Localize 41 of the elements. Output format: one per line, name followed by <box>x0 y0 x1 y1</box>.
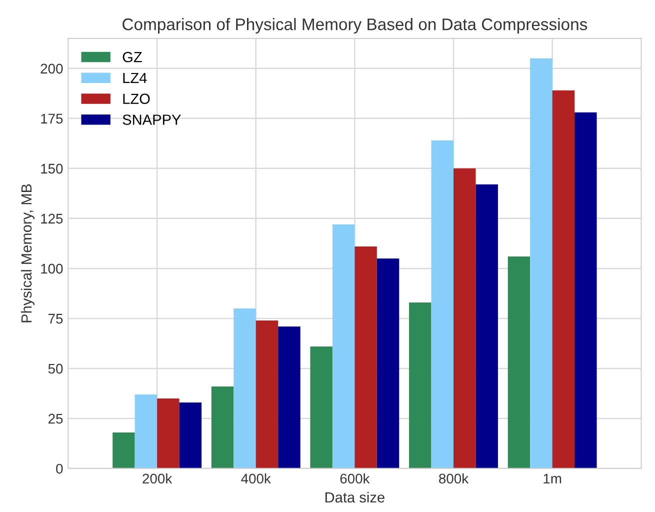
x-tick-label: 200k <box>142 473 172 484</box>
bar <box>409 302 432 468</box>
y-tick-label: 75 <box>48 314 63 324</box>
bar <box>376 258 400 468</box>
bar <box>552 90 575 468</box>
x-tick-label: 400k <box>241 473 271 484</box>
bar <box>157 398 180 468</box>
bar <box>476 184 498 468</box>
bar <box>234 308 256 468</box>
bar <box>256 320 278 468</box>
bar <box>453 168 476 468</box>
bar <box>310 346 332 468</box>
legend-label: LZ4 <box>123 72 147 83</box>
y-tick-label: 50 <box>48 364 63 374</box>
bar <box>278 326 300 468</box>
x-axis-title: Data size <box>325 492 384 503</box>
bar <box>134 394 158 468</box>
y-tick-label: 125 <box>41 214 63 224</box>
bar <box>354 246 377 468</box>
bar <box>179 402 202 468</box>
bar <box>431 140 454 468</box>
y-tick-label: 100 <box>41 264 63 274</box>
y-tick-label: 0 <box>56 464 63 474</box>
bar <box>530 58 552 468</box>
y-tick-label: 200 <box>40 64 63 74</box>
chart-title: Comparison of Physical Memory Based on Data Compressions <box>122 18 588 34</box>
legend-label: SNAPPY <box>122 114 181 125</box>
y-tick-label: 150 <box>41 164 63 174</box>
legend-label: LZO <box>123 94 150 104</box>
bar <box>211 386 234 468</box>
legend-label: GZ <box>122 52 142 62</box>
bar <box>332 224 355 468</box>
bar <box>574 112 597 468</box>
y-tick-label: 25 <box>48 414 63 424</box>
y-axis-title: Physical Memory, MB <box>20 184 35 322</box>
x-tick-label: 600k <box>340 473 370 484</box>
x-tick-label: 800k <box>439 473 469 484</box>
x-tick-label: 1m <box>544 474 562 484</box>
bar <box>508 256 530 468</box>
bar <box>112 432 135 468</box>
y-tick-label: 175 <box>41 114 63 124</box>
